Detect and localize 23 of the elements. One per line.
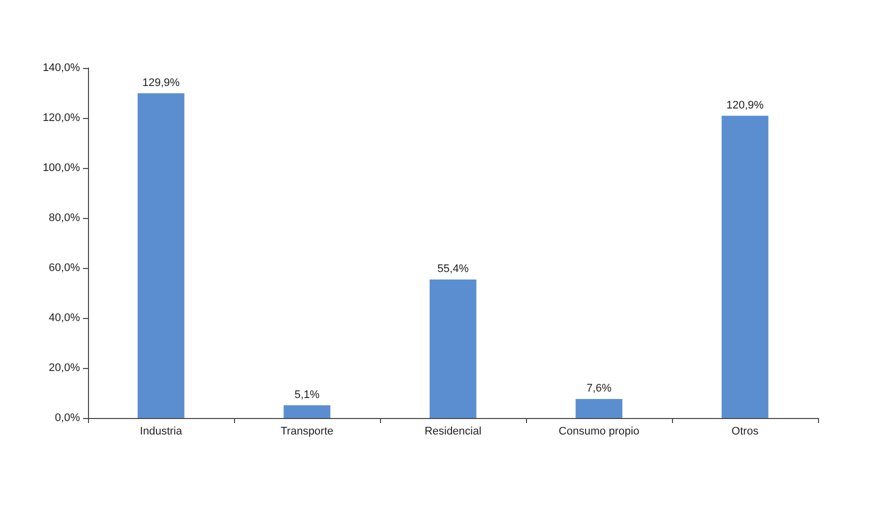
bar (284, 405, 330, 418)
y-tick-label: 0,0% (54, 412, 80, 424)
y-tick-label: 140,0% (42, 62, 80, 74)
x-tick-label: Residencial (424, 426, 482, 438)
data-label: 120,9% (726, 99, 764, 112)
y-tick-label: 40,0% (48, 312, 80, 324)
data-label: 5,1% (294, 388, 320, 401)
y-tick-label: 20,0% (48, 362, 80, 374)
y-tick-label: 100,0% (42, 162, 80, 174)
bar (138, 93, 184, 418)
x-tick-label: Consumo propio (558, 426, 640, 438)
bar (722, 116, 768, 418)
data-label: 129,9% (142, 76, 180, 89)
bar (576, 399, 622, 418)
bar (430, 280, 476, 418)
x-tick-label: Transporte (280, 426, 334, 438)
data-label: 7,6% (586, 382, 612, 394)
y-tick-label: 60,0% (48, 262, 80, 274)
x-tick-label: Otros (732, 426, 759, 438)
y-tick-label: 80,0% (48, 212, 80, 224)
y-tick-label: 120,0% (42, 112, 80, 124)
data-label: 55,4% (437, 263, 469, 275)
x-tick-label: Industria (140, 426, 183, 438)
